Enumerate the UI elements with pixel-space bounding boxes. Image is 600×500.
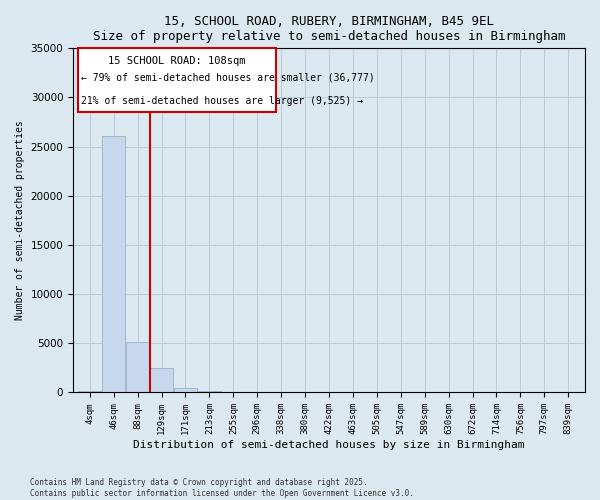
FancyBboxPatch shape xyxy=(78,48,277,112)
Bar xyxy=(150,368,173,392)
Bar xyxy=(79,390,101,392)
Bar xyxy=(198,390,221,392)
Text: 15 SCHOOL ROAD: 108sqm: 15 SCHOOL ROAD: 108sqm xyxy=(109,56,246,66)
Text: Contains HM Land Registry data © Crown copyright and database right 2025.
Contai: Contains HM Land Registry data © Crown c… xyxy=(30,478,414,498)
Title: 15, SCHOOL ROAD, RUBERY, BIRMINGHAM, B45 9EL
Size of property relative to semi-d: 15, SCHOOL ROAD, RUBERY, BIRMINGHAM, B45… xyxy=(93,15,565,43)
Bar xyxy=(126,342,149,392)
X-axis label: Distribution of semi-detached houses by size in Birmingham: Distribution of semi-detached houses by … xyxy=(133,440,525,450)
Text: ← 79% of semi-detached houses are smaller (36,777): ← 79% of semi-detached houses are smalle… xyxy=(82,72,375,82)
Text: 21% of semi-detached houses are larger (9,525) →: 21% of semi-detached houses are larger (… xyxy=(82,96,364,106)
Bar xyxy=(103,136,125,392)
Y-axis label: Number of semi-detached properties: Number of semi-detached properties xyxy=(15,120,25,320)
Bar xyxy=(174,388,197,392)
